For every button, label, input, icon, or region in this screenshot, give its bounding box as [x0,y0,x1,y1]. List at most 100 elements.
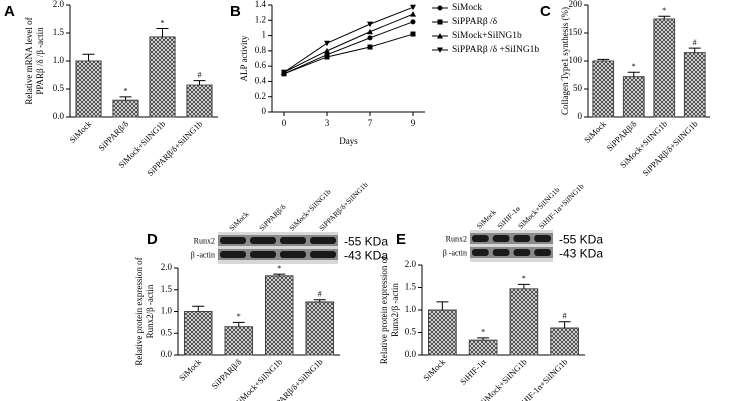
point [324,54,330,60]
y-tick-label: 0.0 [53,111,65,121]
y-axis-label: Collagen Type1 synthesis (%) [560,7,570,115]
legend-label: SiPPARβ /δ +SiING1b [452,45,539,55]
blot-band [534,249,551,256]
y-tick-label: 1.5 [53,27,65,37]
significance-mark: # [693,38,697,47]
significance-mark: # [318,290,322,299]
blot-size-label: -55 KDa [344,235,388,249]
bar [592,60,615,118]
y-tick-label: 1.0 [161,306,173,316]
point [410,11,416,17]
point [410,4,416,11]
blot-row [470,247,553,258]
x-tick-label: 9 [411,118,416,128]
bar [683,52,706,118]
point [437,33,443,39]
blot-row [470,233,553,244]
blot-band [513,235,531,242]
y-tick-label: 50 [573,83,583,93]
y-axis-label: Runx2/β -actin [390,283,400,337]
series-line [283,21,414,75]
x-tick-label: SiPPARβ/δ+SiING1b [640,119,699,178]
error-bar [597,58,610,61]
bar [468,339,498,356]
error-bar [156,28,169,37]
error-bar [193,80,206,86]
y-tick-label: 0 [262,106,267,116]
significance-mark: * [124,87,128,96]
x-tick-label: 3 [325,118,330,128]
y-tick-label: 0.2 [255,91,266,101]
y-tick-label: 1.5 [405,282,417,292]
y-tick-label: 2.0 [161,262,173,272]
bar [550,327,579,356]
y-tick-label: 1.4 [255,0,267,9]
error-bar [192,305,205,312]
blot-band [310,237,336,244]
blot-row [218,235,338,246]
error-bar [82,53,95,61]
legend-label: SiMock+SiING1b [452,31,522,41]
y-tick-label: 0.0 [161,349,173,359]
series-line [283,13,414,73]
y-tick-label: 1 [262,30,267,40]
significance-mark: * [522,274,526,283]
blot-band [513,249,531,256]
point [367,21,373,28]
blot-lane-label: SiPPARβ/δ [257,202,288,233]
blot-band [280,251,306,258]
y-tick-label: 200 [569,0,583,9]
y-tick-label: 0.5 [405,327,417,337]
error-bar [273,273,286,276]
significance-mark: # [198,70,202,79]
y-axis-label: Relative protein expression of [134,257,144,365]
panel-letter: C [540,3,551,20]
blot-size-label: -43 KDa [344,249,388,263]
blot-band [220,251,246,258]
bar [264,275,294,356]
error-bar [627,71,640,77]
panel-letter: E [396,231,406,248]
blot-size-label: -43 KDa [559,247,603,261]
x-tick-label: SiHIF-1α [458,356,488,386]
blot-band [492,235,510,242]
point [410,31,416,37]
point [281,69,287,76]
blot-row [218,249,338,260]
point [410,19,416,25]
error-bar [119,96,132,101]
blot-lane-label: SiMock [475,207,498,230]
significance-mark: * [662,6,666,15]
blot-row-label: β -actin [443,248,467,257]
significance-mark: * [632,62,636,71]
significance-mark: * [277,264,281,273]
x-tick-label: SiMock [582,118,609,145]
error-bar [517,283,530,289]
panel-letter: D [147,231,158,248]
bar [428,309,457,356]
panel-letter: B [230,3,241,20]
y-tick-label: 1.5 [161,284,173,294]
y-tick-label: 0 [578,111,583,121]
bar [149,36,176,118]
blot-band [220,237,246,244]
significance-mark: # [563,312,567,321]
blot-row-label: Runx2 [446,234,467,243]
y-tick-label: 0.8 [255,45,267,55]
y-axis-label: Runx2/β -actin [145,284,155,338]
error-bar [688,47,701,53]
point [367,44,373,50]
error-bar [232,321,245,327]
x-tick-label: SiPPARβ/δ [209,357,243,391]
x-axis-label: Days [339,136,358,146]
bar [112,99,139,118]
x-tick-label: SiMock [67,118,94,145]
error-bar [313,299,326,302]
point [324,47,330,54]
bar [224,326,254,356]
blot-band [250,237,276,244]
y-tick-label: 1.0 [53,55,65,65]
bar [622,76,645,118]
error-bar [436,301,449,310]
x-tick-label: SiMock [177,356,204,383]
